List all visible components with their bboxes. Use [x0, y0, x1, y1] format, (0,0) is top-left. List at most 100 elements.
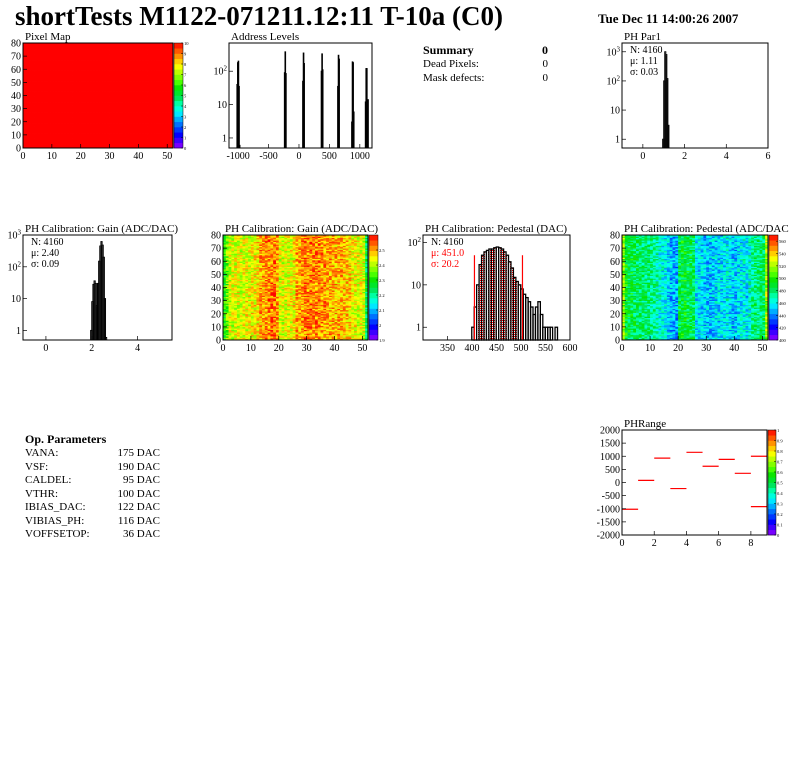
heatmap-cell: [141, 69, 145, 71]
heatmap-cell: [158, 121, 162, 124]
heatmap-cell: [135, 95, 139, 98]
heatmap-cell: [223, 307, 227, 309]
heatmap-cell: [161, 54, 165, 57]
heatmap-cell: [25, 130, 30, 133]
heatmap-cell: [126, 83, 131, 86]
heatmap-cell: [86, 144, 90, 146]
heatmap-cell: [63, 65, 67, 68]
heatmap-cell: [144, 104, 148, 107]
heatmap-cell: [152, 48, 157, 50]
heatmap-cell: [69, 123, 73, 125]
heatmap-cell: [126, 92, 131, 95]
heatmap-cell: [155, 145, 159, 148]
heatmap-cell: [69, 115, 73, 117]
heatmap-cell: [149, 113, 154, 116]
heatmap-cell: [152, 69, 157, 71]
heatmap-cell: [80, 144, 84, 146]
heatmap-cell: [126, 66, 131, 69]
heatmap-cell: [28, 133, 33, 136]
heatmap-cell: [100, 48, 105, 50]
heatmap-cell: [152, 79, 157, 82]
heatmap-cell: [31, 65, 35, 68]
heatmap-cell: [121, 58, 125, 61]
heatmap-cell: [83, 112, 87, 115]
heatmap-cell: [98, 141, 102, 144]
heatmap-cell: [141, 121, 145, 124]
param-value: 95 DAC: [123, 474, 160, 486]
heatmap-cell: [43, 128, 47, 131]
heatmap-cell: [57, 65, 61, 68]
heatmap-cell: [69, 141, 73, 144]
y-tick-label: 0: [16, 144, 21, 155]
heatmap-cell: [89, 46, 93, 49]
heatmap-cell: [37, 111, 41, 113]
heatmap-cell: [138, 134, 142, 137]
heatmap-cell: [25, 62, 30, 65]
heatmap-cell: [170, 119, 174, 121]
heatmap-cell: [34, 53, 38, 56]
heatmap-cell: [161, 119, 165, 121]
heatmap-cell: [37, 124, 41, 127]
heatmap-cell: [63, 88, 67, 91]
heatmap-cell: [40, 45, 44, 48]
heatmap-cell: [25, 142, 30, 145]
heatmap-cell: [86, 65, 90, 68]
heatmap-cell: [149, 137, 154, 140]
heatmap-cell: [100, 82, 105, 85]
heatmap-cell: [98, 104, 102, 107]
heatmap-cell: [54, 65, 59, 68]
heatmap-cell: [161, 102, 165, 104]
heatmap-cell: [77, 100, 82, 103]
heatmap-cell: [223, 259, 227, 262]
heatmap-cell: [40, 79, 44, 82]
heatmap-cell: [164, 61, 168, 64]
heatmap-cell: [89, 75, 93, 78]
heatmap-cell: [31, 60, 35, 62]
heatmap-cell: [80, 73, 84, 75]
heatmap-cell: [155, 142, 159, 145]
heatmap-cell: [63, 44, 67, 47]
heatmap-cell: [63, 115, 67, 117]
heatmap-cell: [89, 73, 93, 75]
heatmap-cell: [86, 108, 90, 111]
heatmap-cell: [51, 56, 56, 58]
heatmap-cell: [25, 138, 30, 141]
heatmap-cell: [141, 53, 145, 56]
heatmap-cell: [51, 81, 56, 83]
heatmap-cell: [92, 134, 96, 137]
heatmap-cell: [149, 134, 154, 137]
heatmap-cell: [152, 95, 157, 98]
heatmap-cell: [66, 132, 70, 134]
heatmap-cell: [147, 119, 151, 121]
heatmap-cell: [46, 128, 50, 131]
heatmap-cell: [63, 136, 67, 138]
heatmap-cell: [152, 73, 157, 75]
heatmap-cell: [66, 83, 70, 86]
heatmap-cell: [170, 87, 174, 90]
y-tick-label: 50: [11, 78, 21, 89]
heatmap-cell: [69, 134, 73, 137]
heatmap-cell: [80, 117, 84, 120]
heatmap-cell: [37, 140, 41, 142]
heatmap-cell: [92, 144, 96, 146]
heatmap-cell: [31, 92, 35, 95]
heatmap-cell: [25, 121, 30, 124]
heatmap-cell: [86, 113, 90, 116]
heatmap-cell: [100, 117, 105, 120]
heatmap-cell: [170, 104, 174, 107]
heatmap-cell: [138, 46, 142, 49]
heatmap-cell: [147, 95, 151, 98]
heatmap-cell: [109, 44, 113, 47]
heatmap-cell: [23, 53, 27, 56]
heatmap-cell: [98, 85, 102, 87]
heatmap-cell: [43, 77, 47, 79]
heatmap-cell: [170, 116, 174, 119]
heatmap-cell: [34, 144, 38, 146]
heatmap-cell: [95, 134, 99, 137]
heatmap-cell: [147, 71, 151, 74]
heatmap-cell: [60, 142, 64, 145]
heatmap-cell: [74, 120, 79, 123]
heatmap-cell: [74, 62, 79, 65]
heatmap-cell: [158, 50, 162, 53]
heatmap-cell: [60, 87, 64, 90]
